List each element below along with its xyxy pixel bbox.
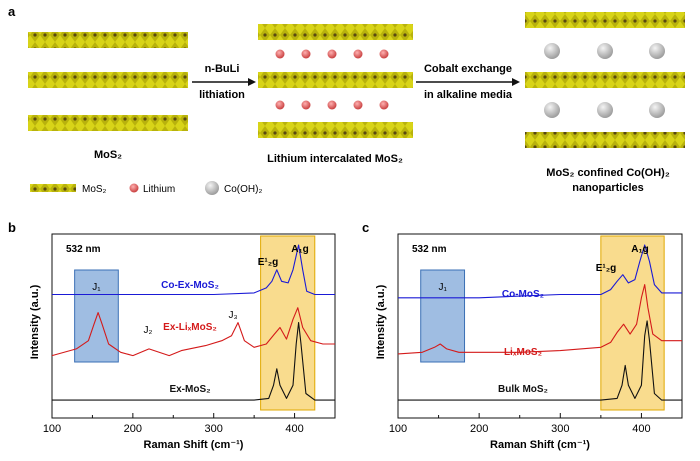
spectrum-line-li [51, 307, 335, 357]
y-axis-label: Intensity (a.u.) [375, 284, 387, 359]
cooh2-particle [597, 43, 613, 59]
series-label-li: LiₓMoS₂ [504, 347, 542, 358]
mos2-layer [28, 32, 188, 48]
cooh2-particle [597, 102, 613, 118]
plot-frame [51, 233, 336, 419]
mos2-layer [525, 72, 685, 88]
legend-mos2-swatch [30, 184, 76, 192]
arrow1-top-label: n-BuLi [205, 63, 240, 75]
series-label-co: Co-Ex-MoS₂ [161, 280, 219, 291]
peak-label-e2g: E¹₂g [258, 257, 279, 268]
plot-frame [397, 233, 683, 419]
x-tick-label: 300 [551, 423, 569, 435]
panel-a-letter: a [8, 4, 16, 19]
spectrum-line-co [398, 244, 682, 299]
legend-cooh2-swatch [205, 181, 219, 195]
arrow2-top-label: Cobalt exchange [424, 63, 512, 75]
lithium-ion [353, 100, 363, 110]
lithium-ion [327, 100, 337, 110]
peak-label-j3: J₃ [228, 310, 237, 321]
lithium-ion [379, 100, 389, 110]
x-tick-label: 100 [389, 423, 407, 435]
x-tick-label: 200 [470, 423, 488, 435]
arrow2-head [512, 78, 520, 86]
stage1-label: MoS₂ [94, 149, 122, 161]
peak-label-a1g: A₁g [631, 244, 648, 255]
arrow1-bottom-label: lithiation [199, 89, 245, 101]
series-label-bulk: Bulk MoS₂ [498, 384, 548, 395]
stage3-mos2-stack [525, 12, 685, 148]
panel-c-chart: c 100 200 300 400 Raman Shift (cm⁻¹) Intensit… [362, 220, 683, 451]
lithium-ion [301, 100, 311, 110]
cooh2-particle [649, 102, 665, 118]
cooh2-particle [649, 43, 665, 59]
x-axis-label: Raman Shift (cm⁻¹) [490, 439, 590, 451]
spectrum-line-co [52, 244, 335, 296]
cooh2-nanoparticles [544, 43, 665, 118]
mos2-layer [258, 72, 413, 88]
x-tick-label: 400 [632, 423, 650, 435]
legend-lithium-label: Lithium [143, 184, 175, 195]
peak-label-e2g: E¹₂g [596, 263, 617, 274]
lithium-ions [275, 49, 389, 110]
x-tick-label: 200 [124, 423, 142, 435]
spectrum-line-bulk [398, 320, 682, 401]
x-tick-label: 400 [285, 423, 303, 435]
legend-lithium-swatch [129, 183, 139, 193]
lithium-ion [301, 49, 311, 59]
lithium-ion [275, 49, 285, 59]
stage2-label: Lithium intercalated MoS₂ [267, 153, 403, 165]
mos2-layer [525, 132, 685, 148]
panel-a-legend: MoS₂ Lithium Co(OH)₂ [30, 181, 262, 195]
spectrum-line-li [397, 284, 682, 355]
lithium-ion [353, 49, 363, 59]
cooh2-particle [544, 102, 560, 118]
stage3-label-line1: MoS₂ confined Co(OH)₂ [546, 167, 670, 179]
lithium-ion [275, 100, 285, 110]
peak-label-j1: J₁ [438, 282, 447, 293]
arrow2-bottom-label: in alkaline media [424, 89, 513, 101]
series-label-li: Ex-LiₓMoS₂ [163, 322, 217, 333]
spectrum-line-bulk [52, 322, 335, 401]
legend-cooh2-label: Co(OH)₂ [224, 184, 262, 195]
panel-c-letter: c [362, 220, 369, 235]
cooh2-particle [544, 43, 560, 59]
x-tick-label: 300 [205, 423, 223, 435]
mos2-layer [525, 12, 685, 28]
x-tick-label: 100 [43, 423, 61, 435]
y-axis-label: Intensity (a.u.) [29, 284, 41, 359]
laser-wavelength-label: 532 nm [66, 244, 101, 255]
laser-wavelength-label: 532 nm [412, 244, 447, 255]
j1-highlight-region [420, 269, 466, 363]
lithium-ion [379, 49, 389, 59]
panel-b-letter: b [8, 220, 16, 235]
legend-mos2-label: MoS₂ [82, 184, 107, 195]
stage1-mos2-stack [28, 32, 188, 131]
panel-b-chart: b 100 200 300 400 Raman Shift (cm⁻¹) Intensit… [8, 220, 336, 451]
lithium-ion [327, 49, 337, 59]
arrow1-head [248, 78, 256, 86]
peak-label-a1g: A₁g [291, 244, 308, 255]
mos2-layer [28, 115, 188, 131]
stage3-label-line2: nanoparticles [572, 182, 644, 194]
mos2-layer [28, 72, 188, 88]
mos2-layer [258, 24, 413, 40]
series-label-co: Co-MoS₂ [502, 289, 544, 300]
stage2-mos2-stack [258, 24, 413, 138]
series-label-bulk: Ex-MoS₂ [169, 384, 210, 395]
raman-mode-highlight-region [260, 235, 316, 411]
peak-label-j2: J₂ [144, 325, 153, 336]
peak-label-j1: J₁ [92, 282, 101, 293]
x-axis-label: Raman Shift (cm⁻¹) [144, 439, 244, 451]
mos2-layer [258, 122, 413, 138]
